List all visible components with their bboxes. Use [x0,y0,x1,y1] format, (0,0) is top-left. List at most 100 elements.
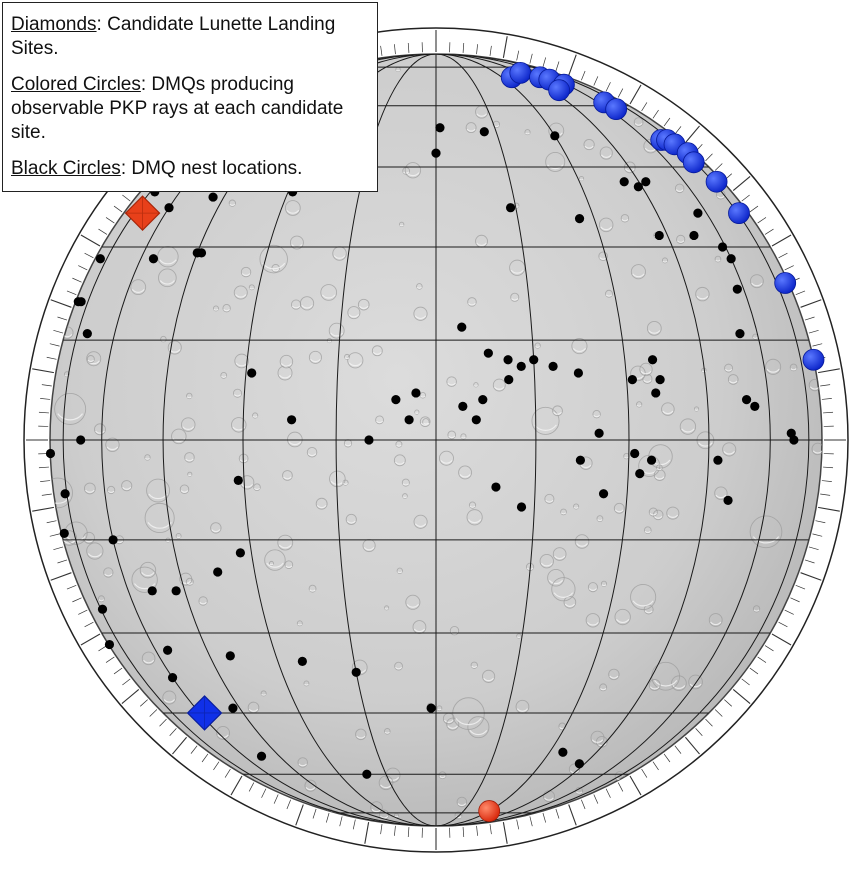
limb-tick [795,290,806,295]
crater [460,433,467,440]
crater [671,675,687,692]
dmq-nest-marker [504,375,514,385]
crater [355,728,367,741]
crater [419,416,431,427]
crater-highlight [662,260,668,263]
crater [297,757,308,768]
observable-dmq-blue-marker [802,348,825,371]
crater-highlight [753,609,760,612]
crater-highlight [752,336,758,340]
dmq-nest-marker [164,203,174,213]
limb-tick [57,559,68,564]
crater-highlight [675,189,684,192]
crater [592,409,601,419]
dmq-nest-marker [256,751,267,761]
observable-dmq-red-marker [478,800,501,822]
crater-highlight [163,699,176,703]
crater-highlight [95,430,105,434]
dmq-nest-marker [163,645,173,655]
limb-tick [489,45,492,56]
crater [304,779,317,792]
crater [375,415,384,425]
crater [186,392,193,400]
crater-highlight [649,512,658,516]
crater-highlight [310,358,321,363]
crater [212,305,219,312]
crater-highlight [572,347,587,352]
crater-highlight [632,600,654,607]
limb-tick [605,788,611,798]
crater-highlight [696,295,709,300]
crater-highlight [547,164,564,170]
crater [573,503,580,510]
crater-highlight [587,621,599,626]
crater-highlight [681,428,695,433]
crater [643,526,652,535]
crater-highlight [278,544,292,549]
crater [347,352,364,369]
crater [240,266,252,278]
limb-tick [248,782,255,792]
limb-tick [663,753,671,763]
dmq-nest-marker [548,361,558,371]
crater-highlight [644,610,653,614]
crater [639,362,653,377]
crater [107,485,116,495]
dmq-nest-marker [471,415,481,425]
limb-tick [462,827,465,838]
crater [551,577,576,602]
crater-highlight [229,203,236,206]
limb-tick [705,153,713,162]
crater-highlight [333,255,346,259]
crater-highlight [397,571,403,574]
crater [534,342,541,349]
limb-tick [53,329,64,334]
crater-highlight [644,530,651,534]
crater [545,151,566,172]
dmq-nest-marker [655,375,665,385]
crater-highlight [601,584,607,587]
limb-tick [800,572,822,581]
crater [63,371,70,378]
legend-colored-circles: Colored Circles: DMQs producing observab… [11,73,377,145]
limb-tick [652,761,659,771]
dmq-nest-marker [689,230,699,241]
limb-tick [593,794,599,804]
crater-highlight [169,349,181,353]
crater [328,322,345,339]
limb-tick [46,520,57,524]
dmq-nest-marker [550,131,560,141]
crater [252,412,259,419]
limb-tick [169,728,177,737]
crater [583,138,595,151]
crater-highlight [455,815,462,819]
dmq-nest-marker [654,230,664,241]
landing-site-facet [187,695,222,730]
crater [688,674,703,690]
crater-highlight [309,589,316,592]
crater-highlight [348,362,362,367]
dmq-nest-marker [619,177,629,187]
crater [121,480,133,492]
dmq-nest-marker [225,651,235,661]
crater [648,444,673,469]
crater-highlight [327,340,332,343]
crater-highlight [591,739,604,743]
crater [289,235,304,250]
observable-dmq-blue-marker [509,61,532,84]
crater [264,549,286,571]
dmq-nest-marker [723,495,733,505]
crater [296,620,303,627]
observable-dmq-blue-marker [605,98,628,121]
crater [228,199,236,207]
crater-highlight [252,415,258,418]
crater-highlight [524,132,531,135]
limb-tick [804,316,815,321]
crater [284,200,301,216]
crater-highlight [235,294,247,298]
crater-highlight [395,69,401,72]
crater [648,679,661,691]
limb-tick [394,825,396,836]
crater-highlight [575,791,583,794]
